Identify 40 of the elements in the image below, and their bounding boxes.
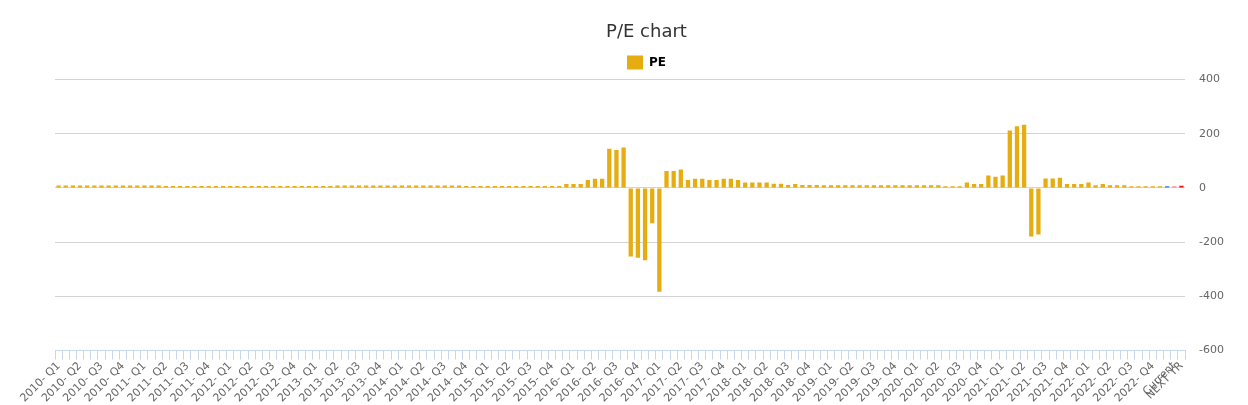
bar — [635, 188, 641, 258]
bar — [664, 170, 669, 188]
bar — [1007, 130, 1012, 188]
bar — [1050, 178, 1055, 188]
bar — [621, 147, 626, 188]
bar — [893, 185, 898, 188]
bar — [614, 150, 619, 188]
chart-title: P/E chart — [606, 20, 687, 42]
y-tick-label: 400 — [1199, 72, 1221, 86]
bar — [1014, 126, 1020, 188]
bar — [1021, 124, 1027, 188]
y-tick-label: -600 — [1199, 343, 1224, 357]
bar — [993, 176, 998, 188]
bar — [642, 188, 648, 261]
bar — [628, 188, 633, 257]
bar — [900, 185, 905, 188]
bar — [807, 184, 812, 188]
bar — [571, 183, 576, 188]
bar — [650, 188, 655, 224]
bar — [1086, 182, 1091, 188]
bar — [1036, 188, 1041, 235]
bar — [857, 185, 862, 188]
y-tick-label: -400 — [1199, 289, 1224, 303]
legend-label: PE — [649, 54, 666, 69]
y-tick-label: 0 — [1199, 180, 1207, 194]
bar — [1029, 188, 1034, 237]
bar — [1043, 178, 1048, 188]
bar — [657, 188, 662, 292]
bar — [800, 184, 805, 188]
bar — [1093, 185, 1098, 188]
bar — [607, 148, 612, 188]
bar — [764, 182, 769, 188]
bar — [564, 183, 569, 188]
bar — [850, 185, 855, 188]
y-tick-label: 200 — [1199, 126, 1221, 140]
bar — [714, 180, 719, 188]
bar — [671, 170, 676, 188]
y-tick-label: -200 — [1199, 235, 1224, 249]
bar — [707, 180, 712, 188]
bar — [757, 182, 762, 188]
